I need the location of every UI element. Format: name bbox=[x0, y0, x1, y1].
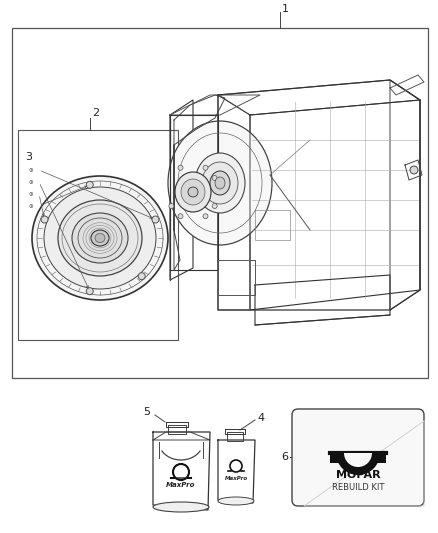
Text: MOPAR: MOPAR bbox=[336, 470, 380, 480]
Circle shape bbox=[203, 165, 208, 170]
Ellipse shape bbox=[91, 230, 109, 246]
Ellipse shape bbox=[168, 121, 272, 245]
Ellipse shape bbox=[181, 179, 205, 205]
Ellipse shape bbox=[218, 497, 254, 505]
Bar bbox=[18, 130, 178, 340]
Circle shape bbox=[138, 273, 145, 280]
Text: ⊕: ⊕ bbox=[28, 180, 33, 184]
Text: 4: 4 bbox=[257, 413, 264, 423]
Circle shape bbox=[212, 204, 217, 208]
Circle shape bbox=[169, 204, 174, 208]
Text: 1: 1 bbox=[282, 4, 289, 14]
Text: 5: 5 bbox=[143, 407, 150, 417]
Bar bbox=[376, 453, 386, 463]
Ellipse shape bbox=[153, 502, 209, 512]
Ellipse shape bbox=[72, 213, 128, 263]
Text: MaxPro: MaxPro bbox=[166, 482, 196, 488]
Text: ⊕: ⊕ bbox=[28, 191, 33, 197]
Text: REBUILD KIT: REBUILD KIT bbox=[332, 482, 384, 491]
Circle shape bbox=[152, 216, 159, 223]
Bar bbox=[330, 453, 340, 463]
Ellipse shape bbox=[210, 171, 230, 195]
Circle shape bbox=[410, 166, 418, 174]
Ellipse shape bbox=[95, 233, 105, 243]
Circle shape bbox=[86, 288, 93, 295]
Circle shape bbox=[212, 175, 217, 181]
Ellipse shape bbox=[195, 153, 245, 213]
Circle shape bbox=[41, 216, 48, 223]
Ellipse shape bbox=[202, 162, 238, 204]
Wedge shape bbox=[336, 453, 380, 475]
Text: 6: 6 bbox=[281, 452, 288, 462]
Ellipse shape bbox=[215, 177, 225, 189]
Text: 2: 2 bbox=[92, 108, 99, 118]
Ellipse shape bbox=[175, 172, 211, 212]
Circle shape bbox=[203, 214, 208, 219]
Ellipse shape bbox=[32, 176, 168, 300]
FancyBboxPatch shape bbox=[292, 409, 424, 506]
Circle shape bbox=[86, 181, 93, 188]
Wedge shape bbox=[344, 453, 372, 467]
Ellipse shape bbox=[58, 200, 142, 276]
Bar bbox=[12, 28, 428, 378]
Circle shape bbox=[188, 187, 198, 197]
Text: MaxPro: MaxPro bbox=[224, 475, 247, 481]
Text: ⊕: ⊕ bbox=[28, 204, 33, 208]
Text: 3: 3 bbox=[25, 152, 32, 162]
Circle shape bbox=[178, 214, 183, 219]
Text: ⊕: ⊕ bbox=[28, 167, 33, 173]
Circle shape bbox=[178, 165, 183, 170]
Ellipse shape bbox=[44, 187, 156, 289]
